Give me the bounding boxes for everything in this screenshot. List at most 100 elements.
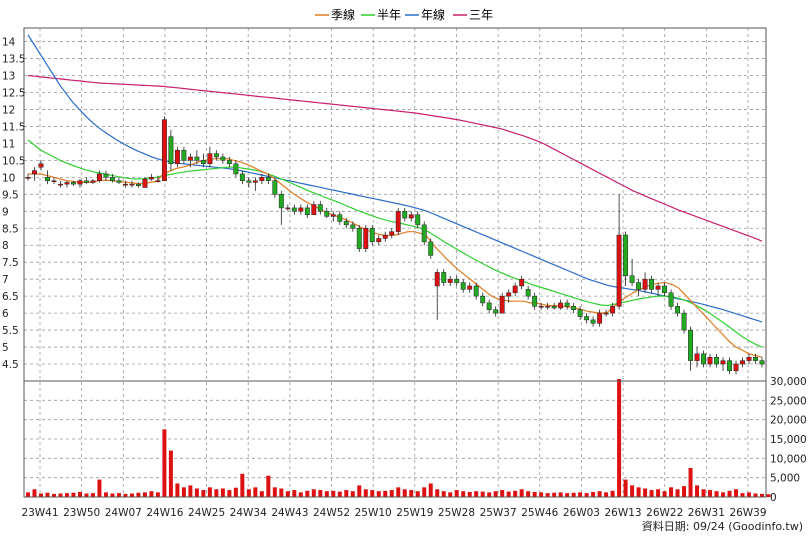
volume-bar	[422, 487, 427, 497]
volume-bar	[227, 490, 232, 497]
volume-bar	[136, 492, 141, 497]
volume-bar	[539, 492, 544, 497]
candlestick	[590, 316, 596, 327]
candlestick	[545, 302, 551, 310]
volume-bar	[45, 492, 50, 497]
candlestick	[84, 177, 89, 185]
volume-bar	[695, 485, 700, 497]
volume-bar	[467, 491, 472, 497]
volume-bar	[740, 493, 745, 497]
volume-bar	[350, 491, 355, 497]
candlestick	[317, 201, 323, 215]
candlestick	[759, 357, 765, 368]
volume-bar	[272, 487, 277, 497]
x-axis: 23W41 23W50 24W07 24W16 24W25 24W34 24W43 24W52…	[21, 507, 766, 519]
x-tick-label: 25W46	[521, 507, 558, 519]
x-tick-label: 26W39	[729, 507, 766, 519]
candlestick	[681, 309, 687, 334]
volume-bar	[110, 493, 115, 497]
candlestick	[538, 302, 544, 310]
candlestick	[382, 231, 388, 242]
volume-bar	[77, 491, 82, 497]
volume-bar	[266, 475, 271, 497]
x-tick-label: 23W41	[21, 507, 58, 519]
candlestick	[265, 173, 271, 185]
candlestick	[58, 180, 63, 188]
volume-bar	[402, 489, 407, 497]
candlestick	[402, 207, 408, 222]
volume-bar	[149, 491, 154, 497]
volume-bar	[311, 489, 316, 497]
candlestick	[532, 292, 538, 310]
volume-bar	[233, 487, 238, 497]
legend-label-year: 年線	[421, 7, 445, 22]
volume-bar	[26, 492, 30, 497]
volume-bar	[162, 429, 167, 497]
volume-bar	[701, 489, 706, 497]
volume-bar	[591, 491, 596, 497]
candlestick	[239, 170, 245, 185]
volume-tick-label: 30,000	[770, 376, 807, 388]
candlestick	[506, 289, 512, 303]
candlestick	[369, 224, 375, 246]
volume-panel-frame	[23, 380, 767, 498]
volume-bar	[201, 490, 206, 497]
price-tick-label: 11	[2, 138, 15, 150]
volume-bar	[285, 491, 290, 497]
volume-bar	[545, 493, 550, 497]
candlestick	[434, 268, 440, 320]
candlestick	[486, 299, 492, 314]
source-label: 資料日期: 09/24 (Goodinfo.tw)	[642, 519, 803, 533]
volume-bars	[26, 379, 771, 497]
price-tick-label: 12	[2, 104, 15, 116]
volume-bar	[396, 487, 401, 497]
candlestick	[480, 292, 486, 307]
volume-bar	[64, 493, 69, 497]
volume-bar	[383, 490, 388, 497]
volume-bar	[84, 493, 89, 497]
volume-bar	[597, 491, 602, 497]
volume-bar	[103, 492, 108, 497]
candlestick	[577, 306, 583, 320]
x-tick-label: 26W03	[563, 507, 600, 519]
candlestick	[330, 211, 336, 222]
candlestick	[174, 146, 180, 168]
candlestick	[519, 275, 525, 290]
volume-bar	[688, 468, 693, 497]
candlestick	[343, 218, 349, 229]
volume-bar	[305, 490, 310, 497]
volume-bar	[298, 492, 303, 497]
volume-bar	[506, 491, 511, 497]
candlestick	[389, 228, 395, 239]
candlestick	[428, 238, 434, 259]
candlestick	[272, 179, 278, 198]
ma-half-line	[27, 139, 763, 348]
candlestick	[213, 150, 219, 161]
price-tick-label: 6	[2, 308, 9, 320]
x-tick-label: 25W19	[396, 507, 433, 519]
volume-bar	[493, 491, 498, 497]
price-panel-frame	[23, 27, 767, 382]
moving-average-lines	[27, 34, 763, 358]
volume-bar	[636, 487, 641, 497]
candlestick	[499, 292, 505, 314]
candlestick	[350, 221, 356, 232]
candlestick	[51, 177, 57, 185]
legend-label-quarter: 季線	[331, 7, 355, 22]
volume-axis: 30,000 25,000 20,000 15,000 10,000 5,000 0	[770, 376, 807, 504]
volume-bar	[292, 490, 297, 497]
price-tick-label: 14	[2, 37, 16, 49]
volume-bar	[181, 487, 186, 497]
volume-bar	[58, 493, 63, 497]
candlestick	[460, 279, 466, 293]
volume-bar	[662, 491, 667, 497]
volume-bar	[220, 488, 225, 497]
x-tick-label: 25W37	[480, 507, 517, 519]
candlestick	[181, 146, 187, 164]
candlestick	[116, 177, 122, 185]
candlestick	[727, 357, 732, 375]
candlestick	[447, 275, 453, 286]
candlestick	[733, 360, 739, 375]
candlestick	[662, 282, 668, 297]
volume-bar	[734, 489, 739, 497]
